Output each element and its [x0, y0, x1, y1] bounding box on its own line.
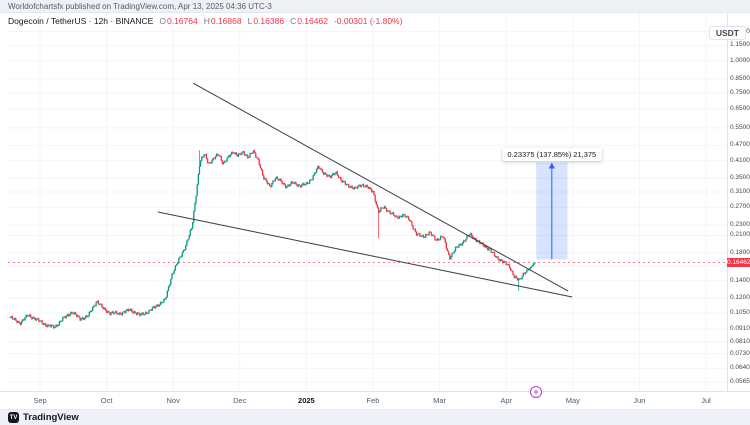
low-value: L 0.16386 [247, 16, 285, 26]
timeline-event-icon[interactable] [529, 386, 542, 398]
close-value: C 0.16462 [290, 16, 328, 26]
symbol-title[interactable]: Dogecoin / TetherUS · 12h · BINANCE [8, 16, 154, 26]
time-axis-label: Oct [100, 396, 113, 405]
footer-bar: TV TradingView [0, 409, 750, 425]
open-value: O 0.16764 [159, 16, 198, 26]
last-price-label: 0.16462 [727, 257, 750, 267]
time-axis-label: Mar [433, 396, 447, 405]
time-axis-label: Sep [33, 396, 47, 405]
price-axis[interactable]: 1.300001.150001.000000.850000.750000.650… [727, 13, 750, 391]
time-axis-label: May [565, 396, 580, 405]
currency-toggle[interactable]: USDT [708, 26, 746, 40]
time-axis[interactable]: Sep Oct Nov Dec 2025 Feb Mar Apr May Jun Jul [0, 391, 750, 410]
tradingview-brand[interactable]: TradingView [23, 412, 79, 423]
price-range-label[interactable]: 0.23375 (137.85%) 21,375 [502, 147, 602, 161]
time-axis-label: Jun [633, 396, 646, 405]
chart-legend[interactable]: Dogecoin / TetherUS · 12h · BINANCE O 0.1… [8, 16, 402, 26]
time-axis-label: Dec [233, 396, 247, 405]
change-value: -0.00301 (-1.80%) [333, 16, 403, 26]
time-axis-label: 2025 [298, 396, 315, 405]
time-axis-label: Jul [701, 396, 711, 405]
attribution-text: Worldofchartsfx published on TradingView… [8, 1, 272, 11]
time-axis-label: Feb [366, 396, 380, 405]
attribution-bar: Worldofchartsfx published on TradingView… [0, 0, 750, 13]
high-value: H 0.16868 [203, 16, 242, 26]
event-dot-core [533, 390, 538, 394]
tradingview-logo-icon[interactable]: TV [8, 412, 19, 423]
time-axis-label: Apr [500, 396, 513, 405]
time-axis-label: Nov [166, 396, 180, 405]
price-axis-label: 1.15000 [730, 41, 750, 49]
